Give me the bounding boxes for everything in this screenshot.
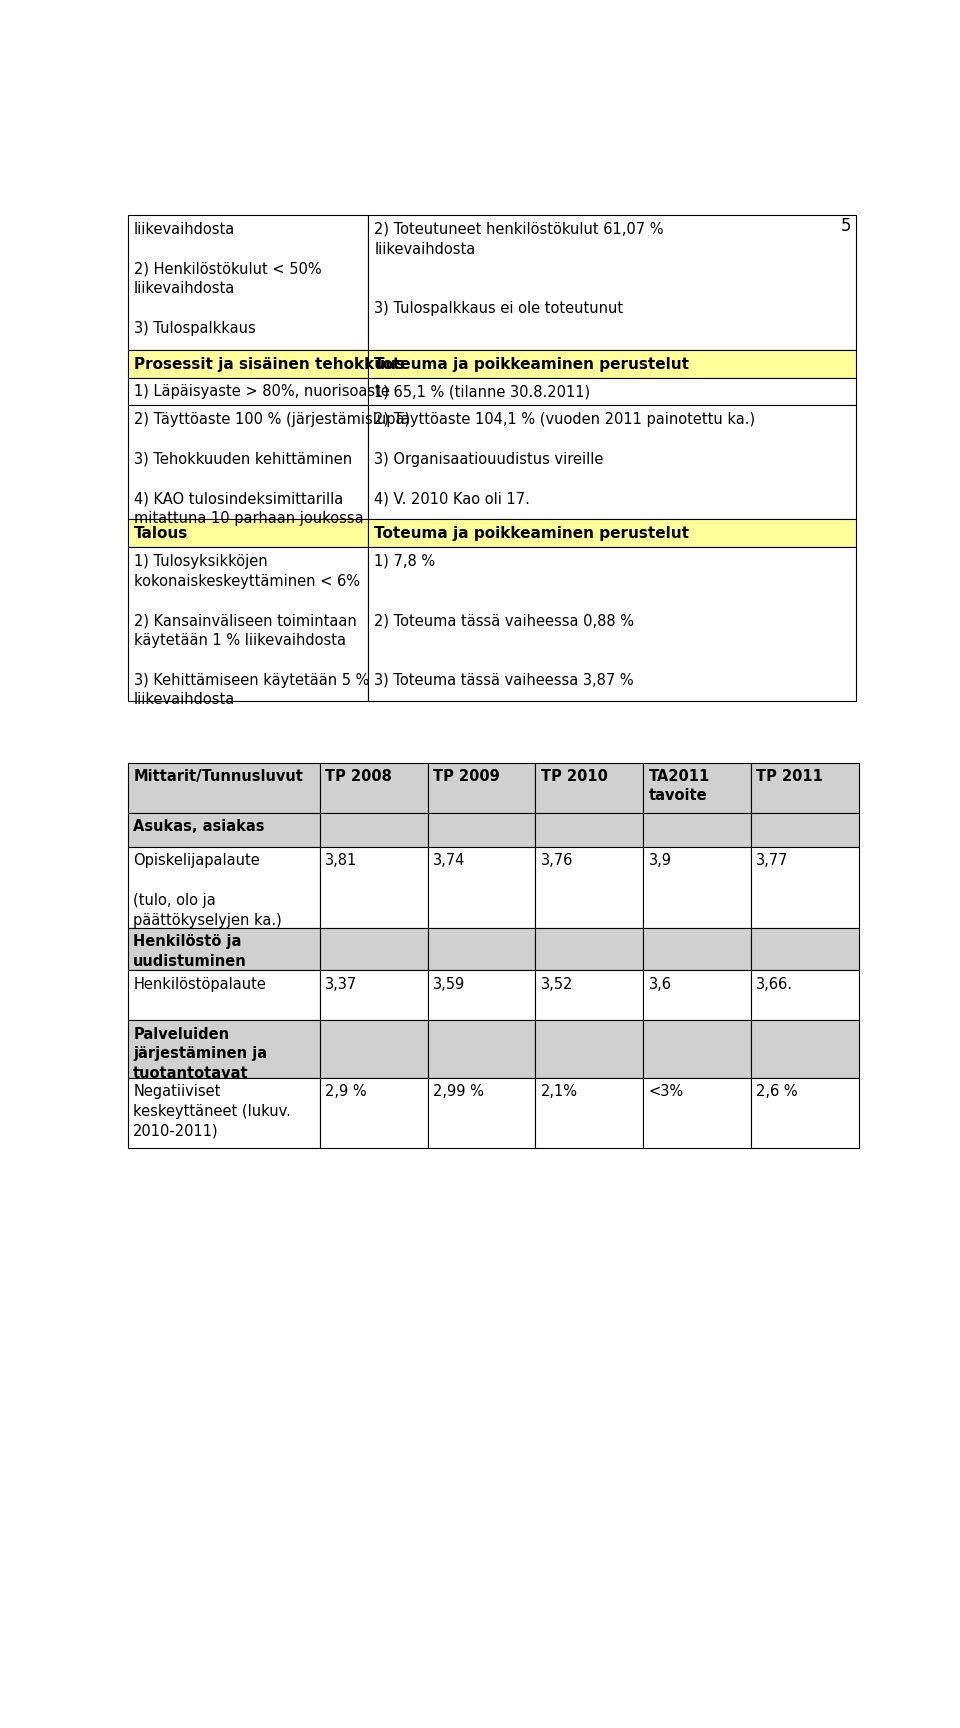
Text: 3,74: 3,74 [433,854,466,869]
Text: Opiskelijapalaute

(tulo, olo ja
päättökyselyjen ka.): Opiskelijapalaute (tulo, olo ja päättöky… [133,854,282,928]
Bar [751,1078,859,1147]
Text: 3,52: 3,52 [540,976,573,992]
Bar [320,847,427,928]
Bar [536,812,643,847]
Bar [751,1021,859,1078]
Bar [320,1078,427,1147]
Text: 3,37: 3,37 [325,976,358,992]
Bar [128,518,368,548]
Bar [320,928,427,971]
Bar [320,812,427,847]
Text: Asukas, asiakas: Asukas, asiakas [133,819,265,833]
Bar [128,1078,320,1147]
Bar [320,762,427,812]
Bar [320,1021,427,1078]
Text: 3,59: 3,59 [433,976,466,992]
Bar [643,847,751,928]
Text: 3,81: 3,81 [325,854,358,869]
Bar [128,928,320,971]
Text: 1) Läpäisyaste > 80%, nuorisoaste: 1) Läpäisyaste > 80%, nuorisoaste [134,384,390,399]
Text: 3,76: 3,76 [540,854,573,869]
Text: Mittarit/Tunnusluvut: Mittarit/Tunnusluvut [133,769,303,785]
Bar [643,812,751,847]
Text: 3,6: 3,6 [649,976,672,992]
Text: Henkilöstöpalaute: Henkilöstöpalaute [133,976,266,992]
Bar [427,812,536,847]
Bar [368,377,856,406]
Bar [368,548,856,702]
Text: Prosessit ja sisäinen tehokkuus: Prosessit ja sisäinen tehokkuus [134,356,405,372]
Bar [320,971,427,1021]
Text: TP 2009: TP 2009 [433,769,500,785]
Bar [128,812,320,847]
Bar [128,214,368,349]
Bar [643,1021,751,1078]
Text: 5: 5 [841,216,852,235]
Bar [643,928,751,971]
Text: Henkilöstö ja
uudistuminen: Henkilöstö ja uudistuminen [133,935,247,969]
Bar [536,1021,643,1078]
Text: Toteuma ja poikkeaminen perustelut: Toteuma ja poikkeaminen perustelut [374,525,689,541]
Text: 1) 7,8 %


2) Toteuma tässä vaiheessa 0,88 %


3) Toteuma tässä vaiheessa 3,87 %: 1) 7,8 % 2) Toteuma tässä vaiheessa 0,88… [374,555,635,688]
Bar [368,349,856,377]
Bar [643,971,751,1021]
Text: 2,9 %: 2,9 % [325,1085,367,1099]
Bar [427,928,536,971]
Bar [751,812,859,847]
Text: liikevaihdosta

2) Henkilöstökulut < 50%
liikevaihdosta

3) Tulospalkkaus: liikevaihdosta 2) Henkilöstökulut < 50% … [134,221,322,335]
Text: 3,9: 3,9 [649,854,672,869]
Bar [128,377,368,406]
Text: 2,99 %: 2,99 % [433,1085,484,1099]
Text: Negatiiviset
keskeyttäneet (lukuv.
2010-2011): Negatiiviset keskeyttäneet (lukuv. 2010-… [133,1085,291,1139]
Bar [128,349,368,377]
Bar [128,406,368,518]
Bar [427,1078,536,1147]
Text: 2,1%: 2,1% [540,1085,578,1099]
Bar [427,762,536,812]
Bar [368,518,856,548]
Bar [128,847,320,928]
Text: 2) Toteutuneet henkilöstökulut 61,07 %
liikevaihdosta


3) Tulospalkkaus ei ole : 2) Toteutuneet henkilöstökulut 61,07 % l… [374,221,663,316]
Text: TP 2010: TP 2010 [540,769,608,785]
Text: 1) Tulosyksikköjen
kokonaiskeskeyttäminen < 6%

2) Kansainväliseen toimintaan
kä: 1) Tulosyksikköjen kokonaiskeskeyttämine… [134,555,370,707]
Bar [643,762,751,812]
Text: <3%: <3% [649,1085,684,1099]
Bar [427,847,536,928]
Text: 3,66.: 3,66. [756,976,793,992]
Bar [751,971,859,1021]
Bar [536,971,643,1021]
Bar [751,928,859,971]
Bar [427,1021,536,1078]
Bar [536,847,643,928]
Bar [128,762,320,812]
Bar [128,548,368,702]
Text: 2) Täyttöaste 100 % (järjestämislupa)

3) Tehokkuuden kehittäminen

4) KAO tulos: 2) Täyttöaste 100 % (järjestämislupa) 3)… [134,413,410,527]
Text: TP 2008: TP 2008 [325,769,393,785]
Bar [536,928,643,971]
Bar [751,847,859,928]
Text: TP 2011: TP 2011 [756,769,823,785]
Text: TA2011
tavoite: TA2011 tavoite [649,769,709,804]
Text: 3,77: 3,77 [756,854,789,869]
Bar [128,971,320,1021]
Text: Palveluiden
järjestäminen ja
tuotantotavat: Palveluiden järjestäminen ja tuotantotav… [133,1026,267,1082]
Bar [536,762,643,812]
Bar [368,214,856,349]
Text: 2) Täyttöaste 104,1 % (vuoden 2011 painotettu ka.)

3) Organisaatiouudistus vire: 2) Täyttöaste 104,1 % (vuoden 2011 paino… [374,413,756,506]
Bar [368,406,856,518]
Text: 2,6 %: 2,6 % [756,1085,798,1099]
Text: 1) 65,1 % (tilanne 30.8.2011): 1) 65,1 % (tilanne 30.8.2011) [374,384,590,399]
Text: Toteuma ja poikkeaminen perustelut: Toteuma ja poikkeaminen perustelut [374,356,689,372]
Text: Talous: Talous [134,525,188,541]
Bar [643,1078,751,1147]
Bar [751,762,859,812]
Bar [128,1021,320,1078]
Bar [536,1078,643,1147]
Bar [427,971,536,1021]
